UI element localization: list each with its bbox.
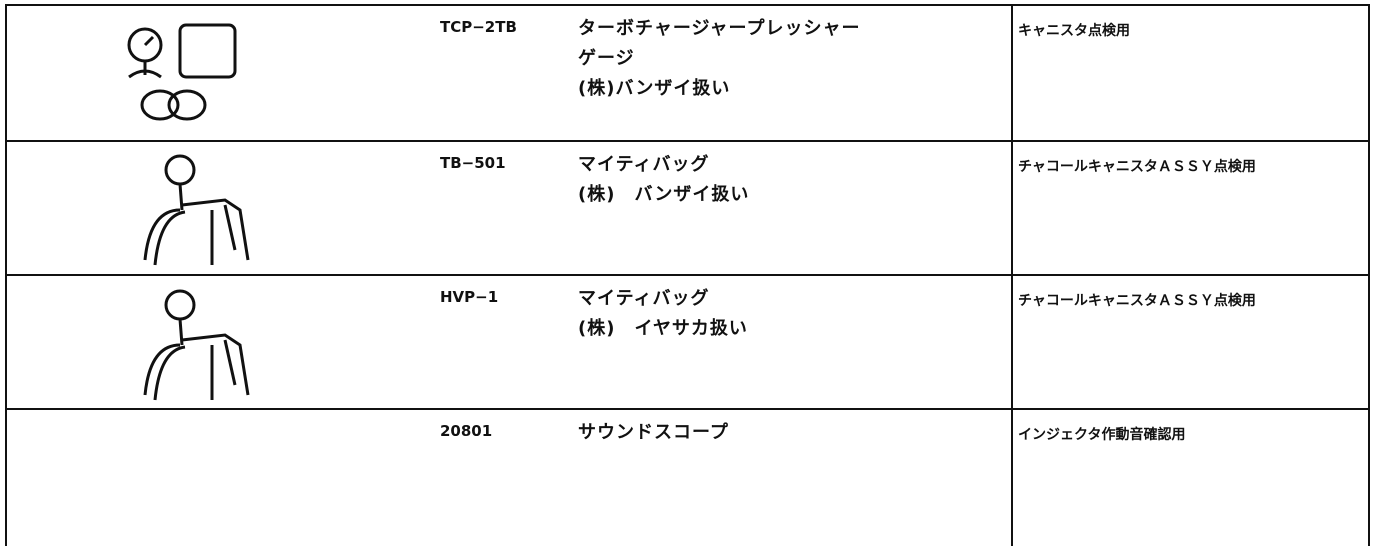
gauge-icon (127, 23, 237, 121)
tool-name: サウンドスコープ (578, 422, 729, 443)
part-number: TCP−2TB (440, 18, 517, 36)
tool-name: (株)バンザイ扱い (578, 78, 731, 99)
part-number: 20801 (440, 422, 493, 440)
pump-icon (143, 289, 250, 401)
tool-name: マイティバッグ (578, 288, 710, 309)
border (1368, 4, 1370, 546)
tool-name: (株) イヤサカ扱い (578, 318, 748, 339)
tool-name: (株) バンザイ扱い (578, 184, 750, 205)
table-row (5, 408, 1369, 546)
table-row (5, 274, 1369, 408)
tool-use: インジェクタ作動音確認用 (1018, 427, 1186, 443)
part-number: HVP−1 (440, 288, 499, 306)
tool-use: チャコールキャニスタＡＳＳＹ点検用 (1018, 159, 1256, 175)
table-row (5, 140, 1369, 274)
pump-icon (143, 154, 250, 266)
tool-use: キャニスタ点検用 (1018, 23, 1130, 39)
tool-name: マイティバッグ (578, 154, 710, 175)
table-row (5, 4, 1369, 140)
tool-name: ターボチャージャープレッシャー (578, 18, 861, 39)
tool-use: チャコールキャニスタＡＳＳＹ点検用 (1018, 293, 1256, 309)
tool-name: ゲージ (578, 48, 635, 69)
part-number: TB−501 (440, 154, 506, 172)
